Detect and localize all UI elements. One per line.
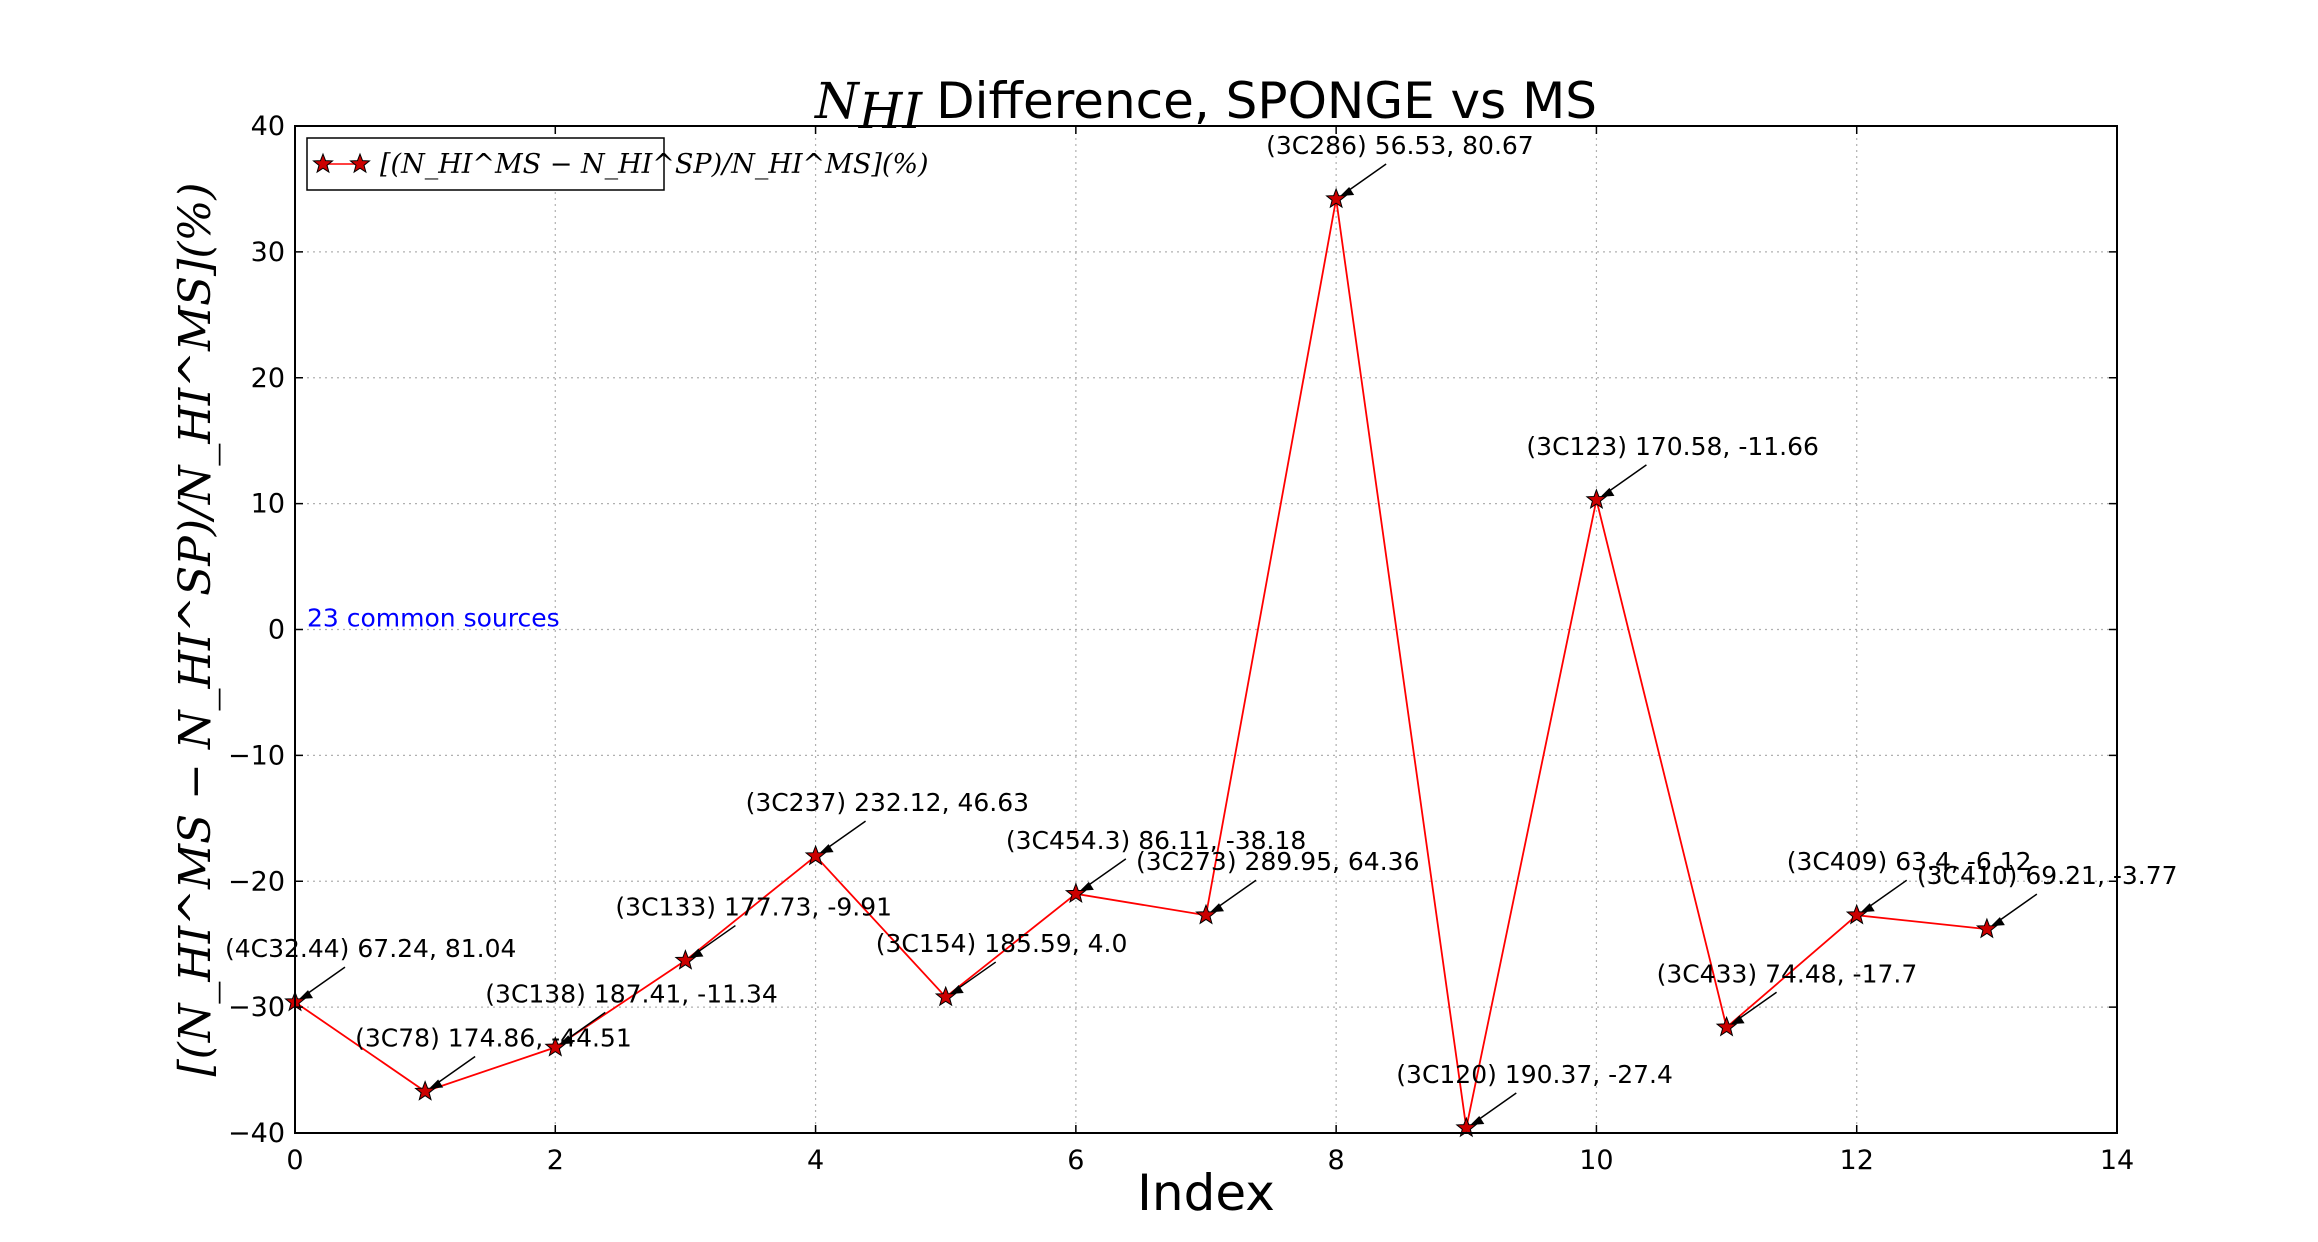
annotation-arrowhead [1470, 1115, 1485, 1125]
data-point-star [1325, 187, 1348, 209]
data-point-star [414, 1080, 437, 1101]
data-label: (3C433) 74.48, -17.7 [1657, 959, 1918, 988]
x-tick-label: 8 [1328, 1145, 1345, 1176]
data-point-star [1585, 488, 1608, 510]
chart-title-math-sub: HI [858, 82, 924, 140]
data-label: (3C78) 174.86, -44.51 [355, 1023, 632, 1052]
legend-star-icon [312, 152, 334, 174]
sources-note: 23 common sources [307, 604, 560, 633]
annotation-arrowhead [1600, 487, 1615, 497]
chart-title-text: Difference, SPONGE vs MS [936, 72, 1597, 130]
annotation-arrowhead [1340, 187, 1355, 197]
data-label: (3C133) 177.73, -9.91 [615, 893, 892, 922]
x-tick-label: 4 [807, 1145, 824, 1176]
y-tick-label: −40 [228, 1118, 285, 1149]
data-label: (4C32.44) 67.24, 81.04 [225, 934, 516, 963]
data-label: (3C454.3) 86.11, -38.18 [1006, 826, 1306, 855]
data-point-star [934, 985, 957, 1007]
annotation-arrowhead [1079, 881, 1094, 891]
annotation-arrowhead [299, 990, 313, 1000]
data-label: (3C409) 63.4, -6.12 [1787, 847, 2032, 876]
axis-ticks: 0 2 4 6 8 10 12 14 40 30 20 10 0 −10 −20 −30 −40 [228, 111, 2134, 1176]
data-point-star [804, 844, 827, 866]
y-tick-label: 0 [268, 615, 285, 646]
data-label: (3C120) 190.37, -27.4 [1396, 1060, 1673, 1089]
x-tick-label: 14 [2100, 1145, 2134, 1176]
data-label: (3C123) 170.58, -11.66 [1526, 432, 1819, 461]
data-point-star [544, 1035, 567, 1057]
data-label: (3C286) 56.53, 80.67 [1266, 131, 1534, 160]
data-label: (3C154) 185.59, 4.0 [876, 929, 1128, 958]
data-label: (3C410) 69.21, -3.77 [1917, 861, 2178, 890]
x-tick-label: 12 [1840, 1145, 1874, 1176]
annotation-arrowhead [1730, 1015, 1745, 1025]
y-tick-label: 30 [251, 237, 285, 268]
annotation-arrowhead [1860, 903, 1875, 913]
y-tick-label: −20 [228, 866, 285, 897]
y-tick-label: 20 [251, 363, 285, 394]
x-axis-label: Index [1137, 1164, 1275, 1222]
x-tick-label: 0 [286, 1145, 303, 1176]
x-tick-label: 10 [1579, 1145, 1613, 1176]
annotation-arrowhead [1990, 917, 2005, 927]
y-tick-label: 10 [251, 489, 285, 520]
legend-star-icon [349, 152, 371, 174]
annotation-group: (4C32.44) 67.24, 81.04 (3C78) 174.86, -44… [225, 131, 2178, 1125]
data-point-star [1715, 1015, 1738, 1037]
data-label: (3C237) 232.12, 46.63 [746, 788, 1029, 817]
y-axis-label: [(N_HI^MS − N_HI^SP)/N_HI^MS](%) [170, 183, 221, 1077]
data-label: (3C273) 289.95, 64.36 [1136, 847, 1419, 876]
annotation-arrowhead [559, 1035, 574, 1045]
legend-label: [(N_HI^MS − N_HI^SP)/N_HI^MS](%) [380, 149, 929, 180]
legend: [(N_HI^MS − N_HI^SP)/N_HI^MS](%) [306, 137, 929, 191]
annotation-arrowhead [1210, 903, 1224, 913]
annotation-arrowhead [429, 1079, 444, 1089]
chart-title-math: N [814, 72, 861, 130]
data-point-star [674, 949, 697, 970]
y-tick-label: 40 [251, 111, 285, 142]
y-tick-label: −30 [228, 992, 285, 1023]
data-label: (3C138) 187.41, -11.34 [485, 979, 778, 1008]
annotation-arrowhead [949, 985, 964, 995]
legend-box [306, 137, 665, 191]
x-tick-label: 6 [1067, 1145, 1084, 1176]
x-tick-label: 2 [547, 1145, 564, 1176]
annotation-arrowhead [689, 948, 704, 958]
data-point-star [1195, 903, 1217, 925]
data-point-star [1975, 917, 1998, 939]
chart-title: NHI Difference, SPONGE vs MS [814, 72, 1597, 140]
y-tick-label: −10 [228, 740, 285, 771]
annotation-arrowhead [819, 844, 834, 854]
